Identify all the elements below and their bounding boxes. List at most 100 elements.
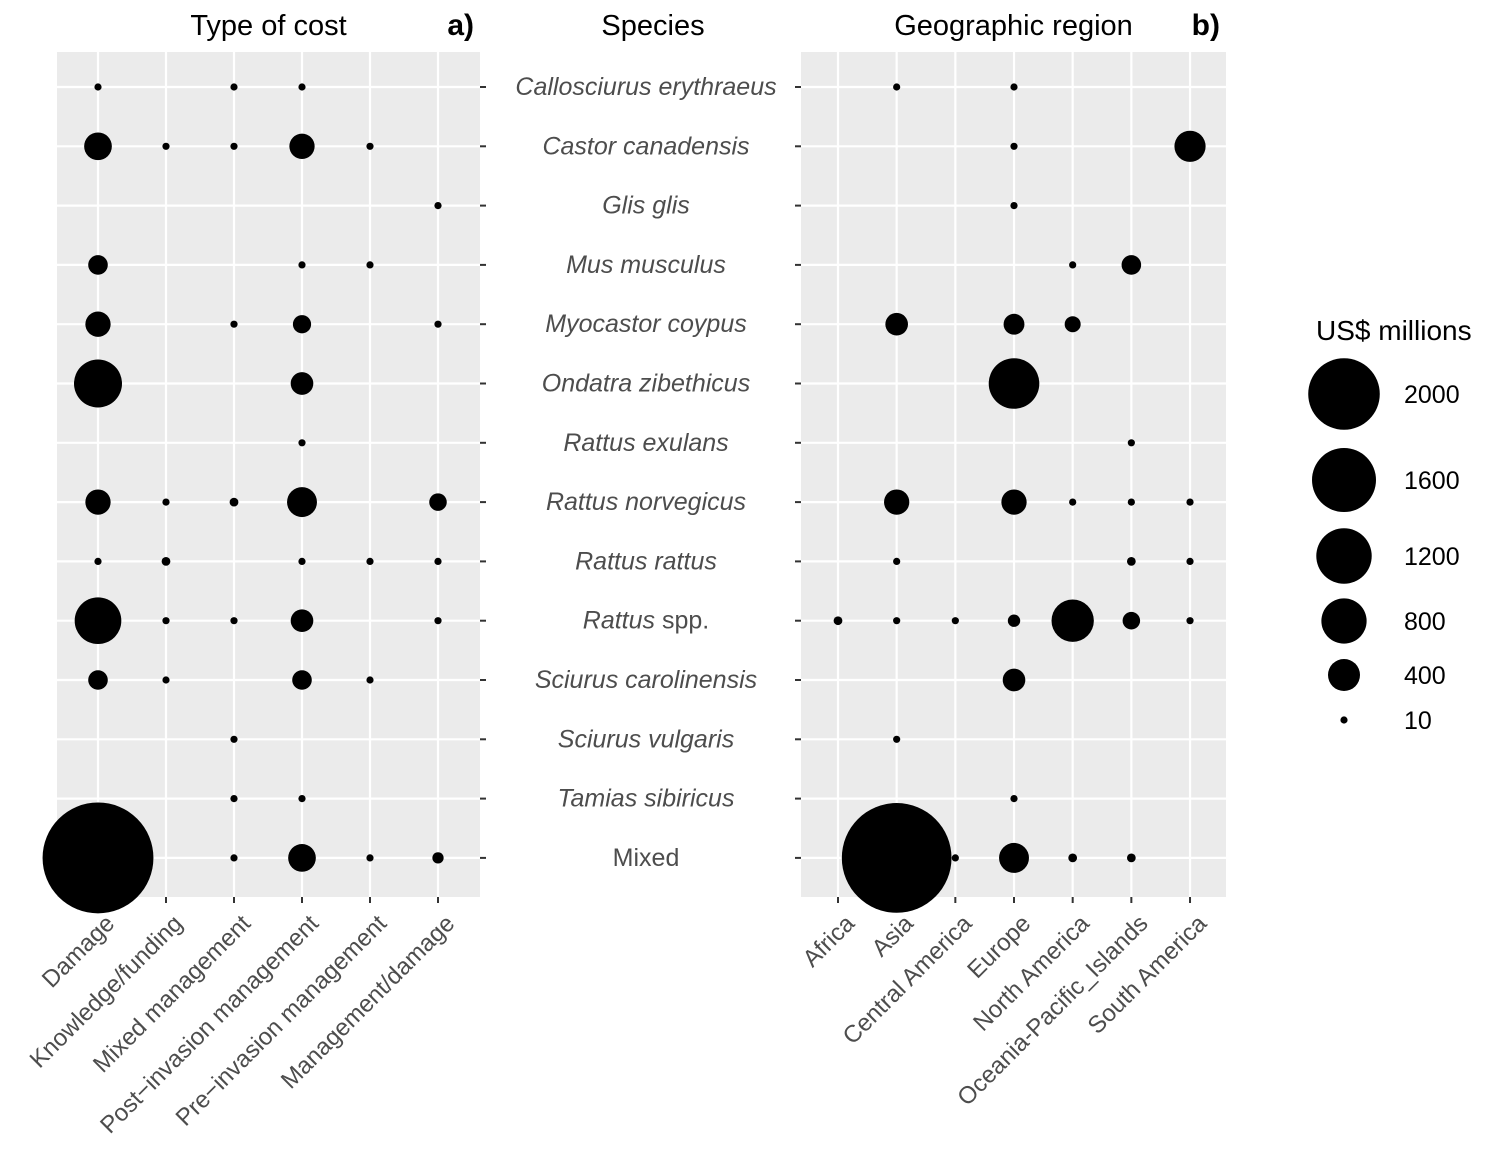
point-mixed-management-callosciurus-erythraeus [230,83,238,91]
point-oceania-pacific-islands-rattus-exulans [1127,439,1135,447]
point-oceania-pacific-islands-rattus-norvegicus [1127,498,1135,506]
species-label-ondatra-zibethicus: Ondatra zibethicus [542,370,750,398]
point-asia-rattus-rattus [893,557,901,566]
point-north-america-mus-musculus [1069,261,1077,269]
point-asia-callosciurus-erythraeus [893,83,901,91]
point-north-america-rattus-norvegicus [1069,498,1077,506]
species-label-callosciurus-erythraeus: Callosciurus erythraeus [515,73,776,101]
point-asia-rattus-spp [893,617,901,625]
point-post-invasion-management-rattus-exulans [298,439,306,447]
legend-title: US$ millions [1316,315,1472,346]
legend-key-10 [1340,716,1348,724]
point-post-invasion-management-myocastor-coypus [292,315,312,334]
point-africa-rattus-spp [833,616,843,626]
point-damage-ondatra-zibethicus [74,359,122,408]
point-europe-glis-glis [1010,202,1018,210]
point-post-invasion-management-callosciurus-erythraeus [298,83,306,91]
point-post-invasion-management-rattus-norvegicus [287,487,317,518]
point-asia-mixed [841,803,952,913]
point-oceania-pacific-islands-rattus-spp [1122,611,1141,630]
point-knowledge-funding-rattus-rattus [161,557,171,566]
point-south-america-rattus-rattus [1186,557,1194,566]
legend-label-1200: 1200 [1404,543,1460,571]
species-label-italic-part: Rattus exulans [563,429,728,457]
point-mixed-management-rattus-spp [230,617,238,625]
species-label-rattus-norvegicus: Rattus norvegicus [546,488,746,516]
point-management-damage-rattus-spp [434,617,442,625]
species-label-italic-part: Rattus norvegicus [546,488,746,516]
point-damage-mixed [42,802,154,914]
point-asia-sciurus-vulgaris [893,735,901,743]
point-post-invasion-management-rattus-spp [290,609,314,633]
point-pre-invasion-management-mixed [366,854,374,862]
species-label-tamias-sibiricus: Tamias sibiricus [558,785,735,813]
point-europe-mixed [999,842,1029,873]
species-label-italic-part: Myocastor coypus [545,310,746,338]
species-label-rattus-rattus: Rattus rattus [575,547,717,575]
species-label-italic-part: Rattus rattus [575,547,717,575]
point-damage-rattus-norvegicus [85,489,111,515]
point-management-damage-glis-glis [434,202,442,210]
point-mixed-management-tamias-sibiricus [230,795,238,803]
point-damage-mus-musculus [88,255,108,275]
legend-label-1600: 1600 [1404,467,1460,495]
point-damage-rattus-rattus [94,557,102,566]
point-asia-rattus-norvegicus [884,489,910,515]
panel-tag: b) [1192,9,1220,42]
species-label-rattus-spp: Rattus spp. [583,607,709,635]
point-knowledge-funding-rattus-spp [162,617,170,625]
point-management-damage-myocastor-coypus [434,320,442,328]
point-mixed-management-sciurus-vulgaris [230,735,238,743]
species-label-mixed: Mixed [613,844,680,872]
point-mixed-management-rattus-norvegicus [229,497,239,507]
point-post-invasion-management-tamias-sibiricus [298,795,306,803]
point-south-america-rattus-spp [1186,617,1194,625]
legend-label-800: 800 [1404,608,1446,636]
panel-title: Geographic region [894,10,1133,42]
legend-key-2000 [1308,358,1380,430]
point-damage-castor-canadensis [84,132,112,161]
species-label-mus-musculus: Mus musculus [566,251,726,279]
point-damage-sciurus-carolinensis [88,670,108,690]
legend-key-800 [1321,598,1367,644]
species-label-italic-part: Castor canadensis [542,132,749,160]
panel-tag: a) [447,9,474,42]
panel-background [57,52,480,897]
species-label-plain-part: spp. [655,607,709,635]
species-label-glis-glis: Glis glis [602,192,690,220]
point-post-invasion-management-sciurus-carolinensis [292,670,312,690]
point-oceania-pacific-islands-rattus-rattus [1126,557,1136,566]
point-post-invasion-management-ondatra-zibethicus [290,372,314,395]
point-oceania-pacific-islands-mus-musculus [1121,255,1142,275]
species-label-plain-part: Mixed [613,844,680,872]
species-label-italic-part: Rattus [583,607,655,635]
point-knowledge-funding-rattus-norvegicus [162,498,170,506]
point-europe-callosciurus-erythraeus [1010,83,1018,91]
point-pre-invasion-management-sciurus-carolinensis [366,676,374,684]
point-europe-rattus-spp [1007,614,1021,627]
point-north-america-mixed [1068,853,1078,863]
point-knowledge-funding-castor-canadensis [162,142,170,150]
point-central-america-rattus-spp [951,617,959,625]
point-south-america-castor-canadensis [1174,130,1206,162]
panel-title: Type of cost [190,10,346,42]
legend-key-1200 [1316,528,1372,584]
point-north-america-rattus-spp [1051,599,1094,642]
x-tick-label-africa: Africa [798,910,861,973]
point-damage-rattus-spp [74,597,122,645]
point-management-damage-rattus-norvegicus [429,493,447,511]
legend-key-400 [1328,659,1360,691]
species-label-italic-part: Sciurus carolinensis [535,666,757,694]
species-label-rattus-exulans: Rattus exulans [563,429,728,457]
species-label-italic-part: Tamias sibiricus [558,785,735,813]
point-pre-invasion-management-mus-musculus [366,261,374,269]
species-label-sciurus-carolinensis: Sciurus carolinensis [535,666,757,694]
point-post-invasion-management-castor-canadensis [289,133,315,159]
species-label-italic-part: Ondatra zibethicus [542,370,750,398]
species-header: Species [601,10,704,42]
species-label-myocastor-coypus: Myocastor coypus [545,310,746,338]
point-damage-callosciurus-erythraeus [94,83,102,91]
point-management-damage-mixed [432,852,444,864]
